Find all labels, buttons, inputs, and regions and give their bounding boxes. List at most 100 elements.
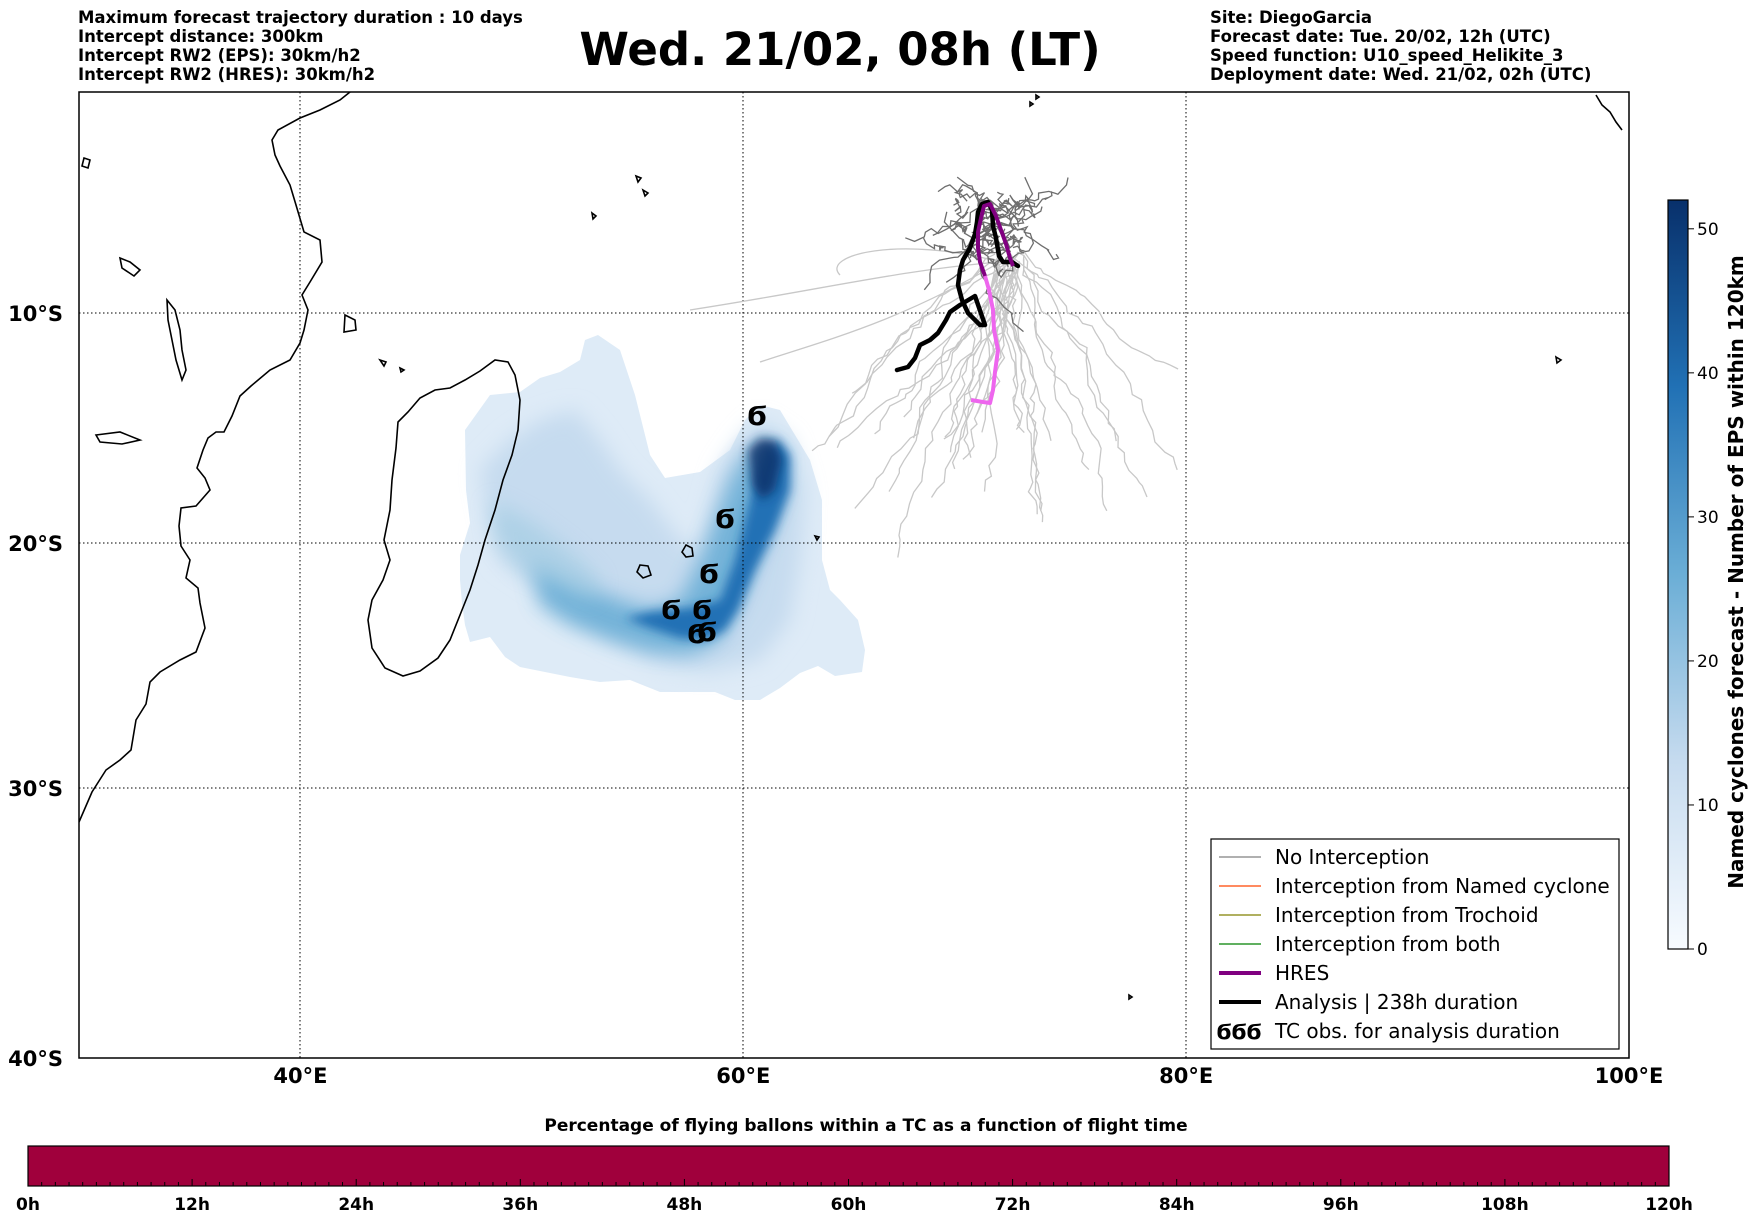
eps-trajectory <box>759 261 1001 363</box>
mozambique-channel-isle <box>343 313 357 333</box>
flight-time-tick-label: 0h <box>16 1195 40 1215</box>
max-duration-text: Maximum forecast trajectory duration : 1… <box>78 8 523 27</box>
graticule <box>79 92 1629 1058</box>
legend-label: TC obs. for analysis duration <box>1274 1019 1560 1043</box>
seychelles-isles <box>590 174 650 221</box>
lon-label: 100°E <box>1595 1064 1664 1088</box>
cocos-isles <box>1554 355 1563 365</box>
tc-obs-icon: Ϭ <box>699 560 719 590</box>
eps-trajectory <box>981 228 997 248</box>
eps-trajectory <box>937 184 980 207</box>
density-peak <box>748 438 782 500</box>
colorbar-tick-label: 50 <box>1697 220 1719 240</box>
flight-time-tick-label: 48h <box>667 1195 703 1215</box>
intercept-rw2-hres-text: Intercept RW2 (HRES): 30km/h2 <box>78 65 376 84</box>
colorbar-tick-label: 20 <box>1697 652 1719 672</box>
flight-time-tick-label: 108h <box>1481 1195 1529 1215</box>
lon-label: 80°E <box>1159 1064 1213 1088</box>
eps-trajectory <box>1017 176 1034 223</box>
eps-trajectory <box>953 197 969 219</box>
legend: No Interception Interception from Named c… <box>1210 838 1620 1050</box>
forecast-date-text: Forecast date: Tue. 20/02, 12h (UTC) <box>1210 27 1551 46</box>
site-info: Site: DiegoGarcia Forecast date: Tue. 20… <box>1210 8 1591 84</box>
lat-label: 40°S <box>8 1047 63 1071</box>
eps-trajectory <box>995 233 1018 276</box>
maldives-isles <box>1595 94 1623 131</box>
eps-trajectory <box>1016 251 1117 442</box>
legend-label: HRES <box>1275 961 1329 985</box>
eps-trajectory <box>1009 235 1024 245</box>
eps-trajectory <box>962 262 1006 460</box>
analysis-trajectory <box>894 199 1021 373</box>
hres-trajectory-early <box>976 202 1015 277</box>
hres-trajectory-late <box>970 275 1000 405</box>
legend-label: No Interception <box>1275 845 1429 869</box>
colorbar-tick-label: 10 <box>1697 796 1719 816</box>
lat-label: 30°S <box>8 777 63 801</box>
eps-trajectories-dark <box>905 176 1069 333</box>
diego-garcia-isle <box>1035 93 1041 101</box>
lake-malawi <box>166 297 187 383</box>
eps-trajectory <box>1002 263 1023 430</box>
speed-function-text: Speed function: U10_speed_Helikite_3 <box>1210 46 1564 65</box>
comoros-isles <box>378 358 406 374</box>
legend-label: Interception from both <box>1275 932 1501 956</box>
lat-labels: 10°S 20°S 30°S 40°S <box>8 302 63 1071</box>
forecast-parameters: Maximum forecast trajectory duration : 1… <box>78 8 523 84</box>
lat-label: 20°S <box>8 532 63 556</box>
deployment-date-text: Deployment date: Wed. 21/02, 02h (UTC) <box>1210 65 1592 84</box>
tc-obs-icon: Ϭ <box>715 505 735 535</box>
colorbar-tick-label: 30 <box>1697 508 1719 528</box>
intercept-rw2-eps-text: Intercept RW2 (EPS): 30km/h2 <box>78 46 361 65</box>
lake-tanganyika <box>118 256 142 278</box>
eps-trajectory <box>1009 194 1029 210</box>
density-colorbar: 0 10 20 30 40 50 Named cyclones forecast - Nu… <box>1667 199 1748 960</box>
lon-label: 40°E <box>273 1064 327 1088</box>
site-text: Site: DiegoGarcia <box>1210 8 1373 27</box>
mauritius-island <box>681 543 694 558</box>
intercept-distance-text: Intercept distance: 300km <box>78 27 324 46</box>
eps-trajectory <box>905 205 970 243</box>
eps-trajectory <box>949 254 1000 453</box>
madagascar-coast <box>367 359 521 677</box>
eps-trajectory <box>874 263 1017 435</box>
eps-trajectory <box>1015 269 1090 471</box>
legend-label: Interception from Trochoid <box>1275 903 1539 927</box>
eps-trajectory <box>992 191 1053 221</box>
eps-trajectory <box>1022 254 1148 498</box>
lake-victoria <box>81 156 91 170</box>
lon-labels: 40°E 60°E 80°E 100°E <box>273 1064 1663 1088</box>
eps-trajectory <box>994 262 1052 441</box>
eps-trajectory <box>953 189 994 207</box>
tc-obs-icon: Ϭ <box>747 402 767 432</box>
tc-obs-icon: Ϭ <box>661 596 681 626</box>
flight-time-bar: Percentage of flying ballons within a TC… <box>16 1116 1693 1215</box>
legend-label: Interception from Named cyclone <box>1275 874 1610 898</box>
eps-trajectory <box>994 191 1010 220</box>
eps-trajectory <box>851 258 998 394</box>
tc-obs-icon: Ϭ <box>697 618 717 648</box>
eps-trajectory <box>932 203 984 236</box>
eps-trajectory <box>1012 256 1178 471</box>
legend-label: Analysis | 238h duration <box>1275 990 1518 1014</box>
eps-trajectory <box>912 254 1011 439</box>
amsterdam-isle <box>1128 993 1134 1001</box>
colorbar-title: Named cyclones forecast - Number of EPS … <box>1724 255 1748 889</box>
eps-trajectory <box>922 237 969 256</box>
colorbar-gradient <box>1667 199 1689 950</box>
colorbar-tick-label: 40 <box>1697 364 1719 384</box>
flight-time-title: Percentage of flying ballons within a TC… <box>544 1116 1187 1136</box>
rodrigues-island <box>813 534 821 542</box>
legend-tc-symbols-icon: ϬϬϬ <box>1216 1020 1261 1044</box>
map-title: Wed. 21/02, 08h (LT) <box>579 23 1101 76</box>
tc-obs-icon: Ϭ <box>687 620 707 650</box>
africa-coast <box>79 92 351 823</box>
reunion-island <box>636 564 653 579</box>
cyclone-density-field <box>460 335 865 700</box>
eps-trajectory <box>1012 225 1035 253</box>
eps-trajectory <box>963 268 1019 458</box>
flight-time-tick-label: 36h <box>502 1195 538 1215</box>
eps-trajectory <box>1010 266 1044 523</box>
